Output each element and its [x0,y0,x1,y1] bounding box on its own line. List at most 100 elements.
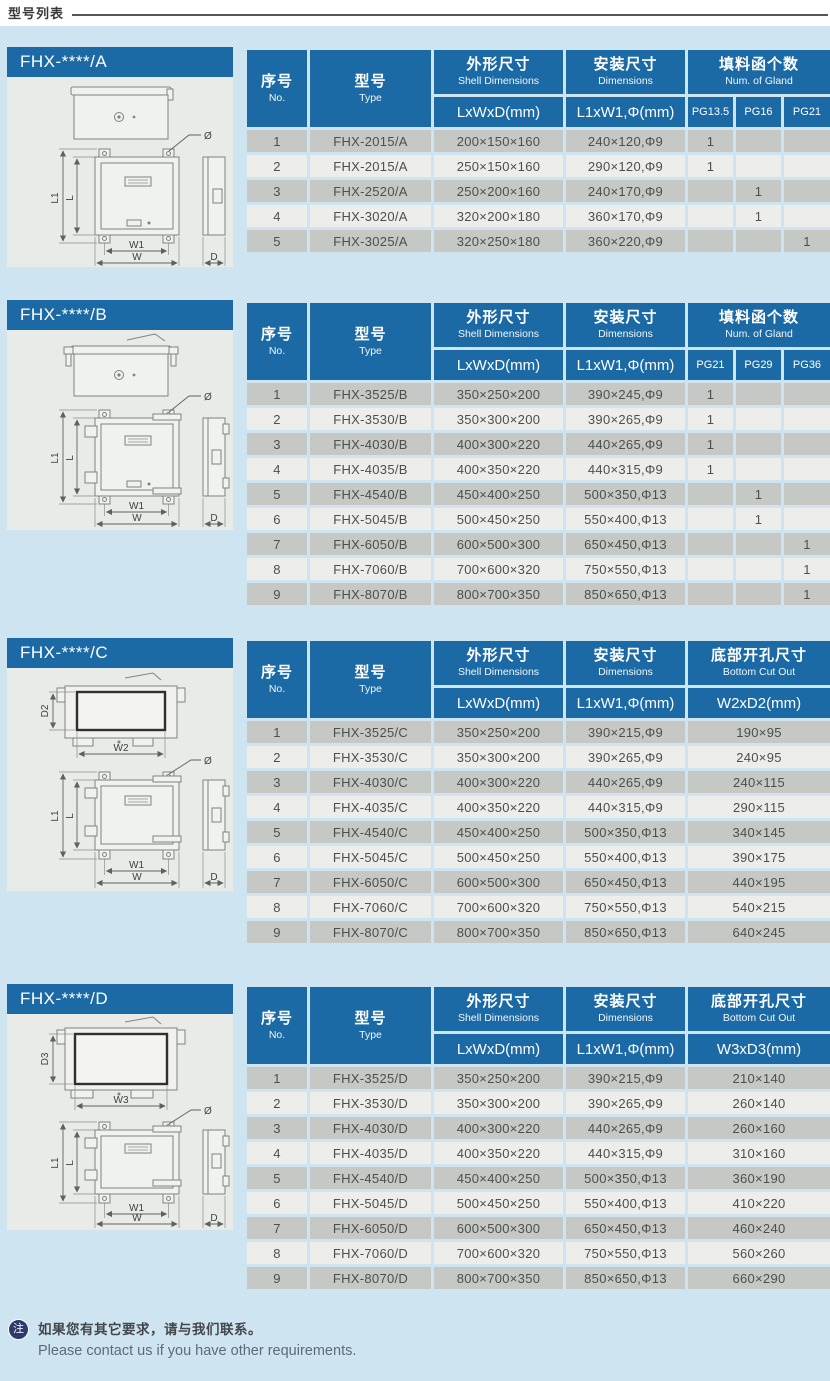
type-cell: FHX-6050/B [310,533,431,555]
bottom-cutout-cell: 340×145 [688,821,830,843]
dimension-lines: L1 L W1 W Ø [50,1106,212,1228]
shell-dim-cell: 450×400×250 [434,1167,563,1189]
shell-dim-cell: 400×300×220 [434,1117,563,1139]
row-no-cell: 6 [247,846,307,868]
dim-label-w: W [132,872,142,883]
install-dim-cell: 440×315,Φ9 [566,458,685,480]
row-no-cell: 2 [247,1092,307,1114]
gland-count-cell-3: 1 [784,583,830,605]
subheader-install-dim: L1xW1,Φ(mm) [566,688,685,718]
note-text-zh: 如果您有其它要求，请与我们联系。 [38,1322,262,1337]
type-cell: FHX-4540/D [310,1167,431,1189]
table-row: 6 FHX-5045/B 500×450×250 550×400,Φ13 1 [247,508,830,530]
type-cell: FHX-7060/B [310,558,431,580]
bottom-cutout-cell: 210×140 [688,1067,830,1089]
install-dim-cell: 390×265,Φ9 [566,1092,685,1114]
table-row: 1 FHX-3525/C 350×250×200 390×215,Φ9 190×95 [247,721,830,743]
page-title: 型号列表 [8,6,65,21]
bottom-cutout-cell: 240×95 [688,746,830,768]
table-row: 5 FHX-4540/C 450×400×250 500×350,Φ13 340×145 [247,821,830,843]
col-header-type: 型号 Type [310,50,431,127]
row-no-cell: 2 [247,408,307,430]
gland-count-cell-1 [688,558,733,580]
dim-label-dia: Ø [204,131,212,142]
dim-label-dia: Ø [204,1106,212,1117]
col-header-cutout: 底部开孔尺寸 Bottom Cut Out [688,641,830,685]
type-cell: FHX-4540/C [310,821,431,843]
type-cell: FHX-6050/D [310,1217,431,1239]
shell-dim-cell: 350×300×200 [434,1092,563,1114]
row-no-cell: 9 [247,1267,307,1289]
col-header-cutout: 底部开孔尺寸 Bottom Cut Out [688,987,830,1031]
subheader-cutout-dim: W2xD2(mm) [688,688,830,718]
spec-table-b: 序号 No. 型号 Type 外形尺寸 Shell Dimensions 安装尺寸 Di… [244,300,830,608]
row-no-cell: 4 [247,796,307,818]
section-b: FHX-****/B [0,300,830,610]
dim-label-w: W [132,252,142,263]
bottom-cutout-cell: 660×290 [688,1267,830,1289]
shell-dim-cell: 400×350×220 [434,1142,563,1164]
subheader-pg-1: PG21 [688,350,733,380]
subheader-pg-3: PG36 [784,350,830,380]
gland-count-cell-2: 1 [736,508,781,530]
row-no-cell: 1 [247,130,307,152]
gland-count-cell-1 [688,483,733,505]
bottom-cutout-cell: 290×115 [688,796,830,818]
shell-dim-cell: 600×500×300 [434,533,563,555]
shell-dim-cell: 350×250×200 [434,1067,563,1089]
subheader-pg-2: PG29 [736,350,781,380]
install-dim-cell: 390×215,Φ9 [566,721,685,743]
shell-dim-cell: 400×300×220 [434,771,563,793]
install-dim-cell: 500×350,Φ13 [566,483,685,505]
dim-label-w1: W1 [129,860,144,871]
table-row: 4 FHX-4035/B 400×350×220 440×315,Φ9 1 [247,458,830,480]
gland-count-cell-1 [688,230,733,252]
note-badge: 注 [8,1319,29,1340]
subheader-install-dim: L1xW1,Φ(mm) [566,1034,685,1064]
table-row: 1 FHX-3525/D 350×250×200 390×215,Φ9 210×140 [247,1067,830,1089]
gland-count-cell-2 [736,130,781,152]
install-dim-cell: 650×450,Φ13 [566,533,685,555]
install-dim-cell: 750×550,Φ13 [566,896,685,918]
shell-dim-cell: 500×450×250 [434,846,563,868]
bottom-cutout-cell: 460×240 [688,1217,830,1239]
table-row: 4 FHX-4035/D 400×350×220 440×315,Φ9 310×160 [247,1142,830,1164]
table-row: 9 FHX-8070/D 800×700×350 850×650,Φ13 660×290 [247,1267,830,1289]
bottom-cutout-cell: 190×95 [688,721,830,743]
front-view [94,148,180,244]
subheader-shell-dim: LxWxD(mm) [434,97,563,127]
type-cell: FHX-5045/C [310,846,431,868]
row-no-cell: 7 [247,533,307,555]
gland-count-cell-2 [736,155,781,177]
front-view [84,771,182,860]
shell-dim-cell: 400×350×220 [434,796,563,818]
bottom-cutout-cell: 390×175 [688,846,830,868]
table-row: 9 FHX-8070/C 800×700×350 850×650,Φ13 640×245 [247,921,830,943]
type-cell: FHX-3525/B [310,383,431,405]
col-header-install: 安装尺寸 Dimensions [566,50,685,94]
dim-label-w: W [132,1213,142,1224]
dim-label-l: L [65,813,76,819]
table-d-wrap: 序号 No. 型号 Type 外形尺寸 Shell Dimensions 安装尺寸 Di… [244,984,830,1292]
drawing-panel-a: FHX-****/A [7,47,233,267]
gland-count-cell-1 [688,205,733,227]
col-header-gland: 填料函个数 Num. of Gland [688,50,830,94]
bottom-cutout-cell: 360×190 [688,1167,830,1189]
type-cell: FHX-4030/C [310,771,431,793]
front-view [84,409,182,505]
row-no-cell: 5 [247,483,307,505]
dim-label-d: D [210,513,217,524]
header-rule [72,14,828,16]
dim-label-l: L [65,195,76,201]
table-c-wrap: 序号 No. 型号 Type 外形尺寸 Shell Dimensions 安装尺寸 Di… [244,638,830,946]
table-row: 1 FHX-3525/B 350×250×200 390×245,Φ9 1 [247,383,830,405]
gland-count-cell-2: 1 [736,205,781,227]
shell-dim-cell: 350×300×200 [434,408,563,430]
gland-count-cell-3 [784,155,830,177]
gland-count-cell-1: 1 [688,130,733,152]
dim-label-w1: W1 [129,240,144,251]
technical-drawing-b: L1 L W1 W Ø [7,330,233,530]
row-no-cell: 3 [247,433,307,455]
table-row: 2 FHX-3530/C 350×300×200 390×265,Φ9 240×95 [247,746,830,768]
subheader-shell-dim: LxWxD(mm) [434,350,563,380]
